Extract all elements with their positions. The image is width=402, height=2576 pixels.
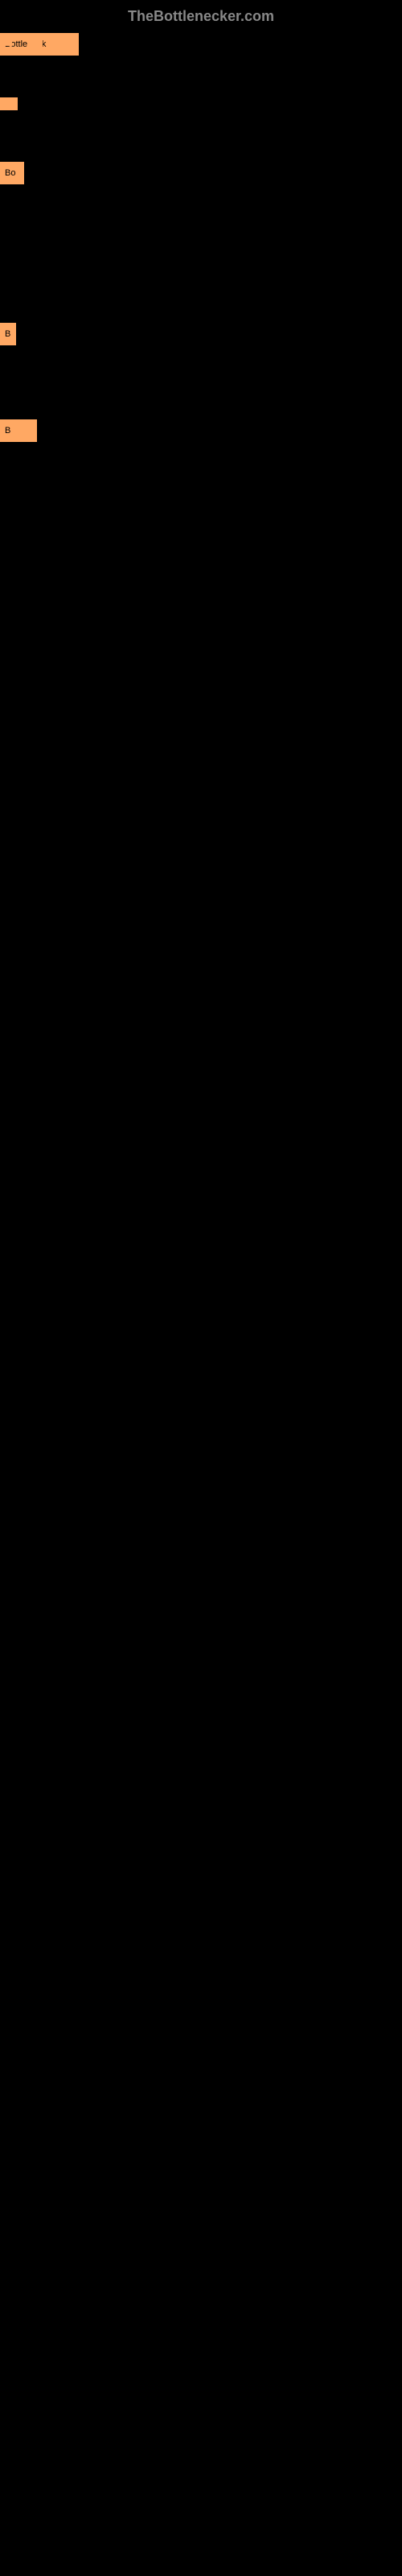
bottleneck-bar[interactable]: B — [0, 419, 24, 442]
bottleneck-bar[interactable]: B — [0, 323, 16, 345]
bottleneck-bar[interactable] — [0, 33, 12, 46]
site-header: TheBottlenecker.com — [0, 0, 402, 33]
bottleneck-bar[interactable]: Bo — [0, 162, 24, 184]
bars-list: Bottleneck restBottleneck resuBottleneck… — [0, 33, 402, 419]
bottleneck-bar[interactable] — [0, 97, 18, 110]
